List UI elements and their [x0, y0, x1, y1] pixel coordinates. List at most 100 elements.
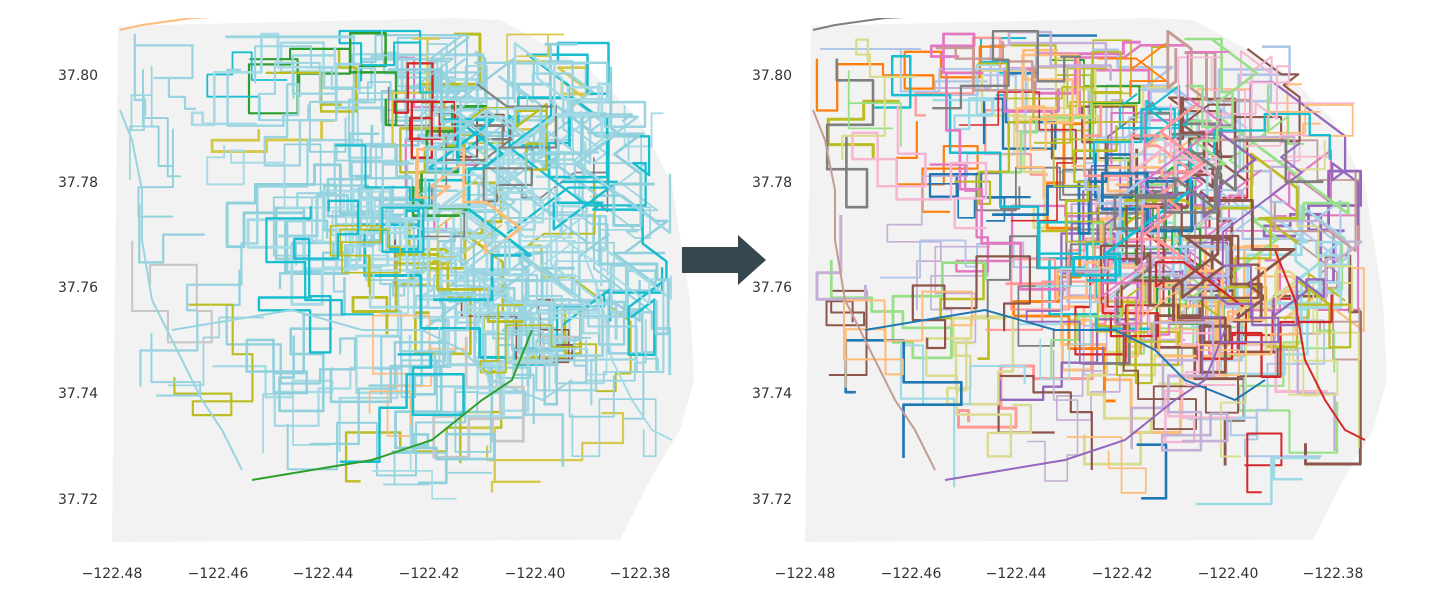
- route-line: [829, 259, 987, 360]
- x-tick-label: −122.40: [505, 566, 566, 582]
- route-line: [426, 118, 532, 302]
- route-line: [1135, 201, 1232, 374]
- route-line: [581, 249, 673, 441]
- route-line: [381, 34, 463, 207]
- route-line: [411, 105, 487, 217]
- route-line: [380, 294, 457, 395]
- y-tick-label: 37.74: [752, 386, 792, 402]
- route-line: [1050, 161, 1196, 379]
- route-line: [416, 147, 523, 257]
- x-tick-label: −122.46: [881, 566, 942, 582]
- route-line: [1007, 30, 1112, 81]
- route-line: [911, 255, 1031, 350]
- transit-routes-before: [119, 18, 673, 500]
- route-line: [1027, 350, 1079, 482]
- route-line: [986, 73, 1093, 174]
- route-line: [1214, 275, 1325, 327]
- route-line: [623, 105, 664, 148]
- route-line: [335, 144, 431, 253]
- route-line: [212, 365, 399, 452]
- route-line: [812, 18, 906, 31]
- route-line: [513, 41, 611, 116]
- route-line: [825, 58, 875, 209]
- route-line: [589, 195, 651, 239]
- x-tick-label: −122.40: [1198, 566, 1259, 582]
- route-line: [1297, 184, 1350, 270]
- route-line: [1003, 40, 1141, 113]
- route-line: [338, 29, 422, 82]
- y-tick-label: 37.80: [58, 68, 98, 84]
- route-line: [954, 44, 1057, 206]
- route-line: [600, 245, 672, 300]
- route-line: [432, 100, 576, 275]
- route-line: [851, 105, 988, 230]
- route-line: [1034, 50, 1123, 144]
- route-line: [843, 290, 973, 388]
- route-line: [544, 42, 655, 227]
- route-line: [1122, 322, 1279, 431]
- route-line: [1165, 124, 1257, 219]
- x-tick-label: −122.48: [775, 566, 836, 582]
- route-line: [421, 32, 503, 260]
- x-tick-label: −122.42: [399, 566, 460, 582]
- route-line: [372, 425, 457, 500]
- route-line: [1052, 63, 1138, 243]
- route-line: [552, 180, 668, 357]
- x-axis-ticks: −122.48 −122.46 −122.44 −122.42 −122.40 …: [82, 566, 671, 582]
- route-line: [439, 50, 590, 245]
- transit-routes-after: [812, 18, 1366, 506]
- x-axis-ticks: −122.48 −122.46 −122.44 −122.42 −122.40 …: [775, 566, 1364, 582]
- route-line: [1113, 139, 1324, 231]
- route-line: [427, 106, 542, 165]
- route-line: [391, 37, 440, 147]
- route-line: [1066, 436, 1147, 494]
- route-line: [815, 45, 1006, 112]
- route-line: [1205, 153, 1343, 341]
- route-line: [1196, 456, 1321, 506]
- y-tick-label: 37.76: [752, 280, 792, 296]
- route-line: [1171, 142, 1303, 378]
- route-line: [1101, 50, 1229, 332]
- route-line: [450, 232, 598, 343]
- route-line: [131, 240, 213, 344]
- x-tick-label: −122.48: [82, 566, 143, 582]
- y-tick-label: 37.72: [752, 492, 792, 508]
- route-line: [206, 51, 288, 119]
- route-line: [210, 119, 335, 154]
- route-line: [1221, 118, 1350, 276]
- route-line: [930, 241, 1073, 344]
- route-line: [1219, 301, 1339, 458]
- route-line: [400, 327, 492, 453]
- route-line: [569, 214, 658, 420]
- route-line: [448, 181, 551, 355]
- route-line: [348, 132, 412, 178]
- route-line: [432, 335, 583, 459]
- route-line: [311, 188, 372, 242]
- y-tick-label: 37.74: [58, 386, 98, 402]
- route-line: [1116, 112, 1199, 284]
- x-tick-label: −122.38: [610, 566, 671, 582]
- route-line: [429, 96, 609, 276]
- route-line: [138, 204, 205, 264]
- x-tick-label: −122.44: [293, 566, 354, 582]
- route-line: [119, 18, 213, 31]
- route-line: [1216, 267, 1298, 356]
- route-line: [523, 278, 665, 374]
- route-line: [864, 308, 1266, 402]
- route-line: [309, 57, 454, 153]
- y-tick-label: 37.78: [58, 175, 98, 191]
- y-tick-label: 37.78: [752, 175, 792, 191]
- route-line: [1154, 260, 1333, 378]
- x-tick-label: −122.42: [1092, 566, 1153, 582]
- route-line: [1131, 137, 1217, 188]
- route-line: [1082, 342, 1153, 466]
- route-line: [137, 69, 181, 218]
- route-line: [929, 32, 1066, 291]
- route-line: [265, 206, 374, 316]
- route-line: [206, 145, 391, 243]
- y-tick-label: 37.76: [58, 280, 98, 296]
- route-line: [393, 62, 457, 159]
- route-line: [226, 54, 338, 167]
- route-line: [598, 215, 670, 336]
